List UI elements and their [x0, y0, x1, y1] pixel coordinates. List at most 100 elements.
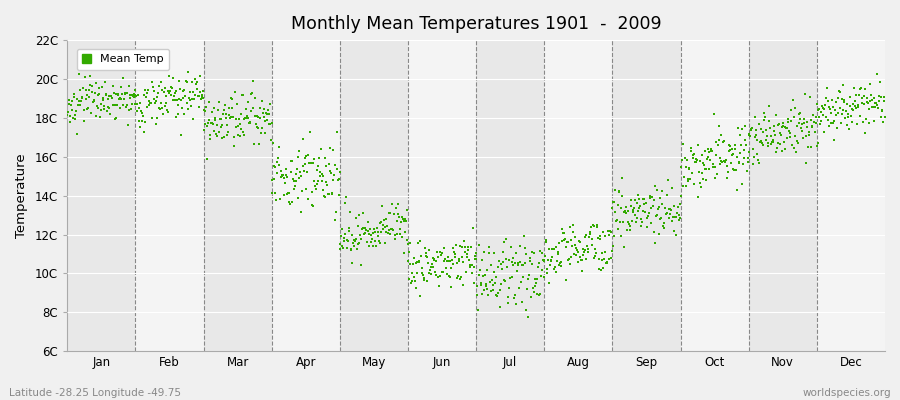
- Point: [208, 117, 222, 123]
- Point: [372, 238, 386, 244]
- Point: [733, 150, 747, 157]
- Point: [333, 246, 347, 252]
- Point: [570, 247, 584, 253]
- Point: [166, 93, 181, 99]
- Point: [855, 95, 869, 101]
- Point: [252, 141, 266, 147]
- Point: [202, 99, 216, 106]
- Point: [489, 291, 503, 298]
- Point: [498, 278, 512, 284]
- Point: [719, 163, 733, 169]
- Point: [305, 202, 320, 209]
- Point: [520, 286, 535, 292]
- Point: [302, 160, 316, 166]
- Point: [644, 195, 658, 201]
- Point: [823, 123, 837, 129]
- Point: [220, 122, 234, 128]
- Point: [547, 246, 562, 252]
- Point: [458, 249, 473, 255]
- Point: [642, 210, 656, 216]
- Point: [581, 234, 596, 240]
- Point: [874, 114, 888, 120]
- Point: [208, 115, 222, 122]
- Point: [755, 140, 770, 146]
- Point: [670, 210, 685, 216]
- Point: [388, 231, 402, 238]
- Point: [94, 101, 108, 107]
- Point: [420, 278, 435, 284]
- Point: [409, 260, 423, 266]
- Point: [746, 160, 760, 167]
- Point: [824, 120, 838, 126]
- Point: [788, 104, 803, 111]
- Point: [573, 239, 588, 246]
- Point: [266, 162, 281, 169]
- Point: [104, 67, 118, 74]
- Point: [485, 281, 500, 288]
- Point: [504, 274, 518, 280]
- Point: [603, 229, 617, 236]
- Point: [262, 110, 276, 117]
- Point: [608, 209, 623, 215]
- Point: [591, 256, 606, 263]
- Point: [650, 187, 664, 193]
- Point: [734, 142, 749, 148]
- Point: [371, 228, 385, 235]
- Point: [456, 259, 471, 265]
- Point: [570, 252, 584, 258]
- Point: [835, 82, 850, 88]
- Point: [538, 239, 553, 245]
- Point: [346, 240, 360, 246]
- Point: [839, 107, 853, 114]
- Point: [540, 270, 554, 276]
- Point: [680, 157, 694, 164]
- Point: [250, 123, 265, 130]
- Point: [712, 123, 726, 129]
- Point: [226, 114, 240, 120]
- Point: [690, 194, 705, 200]
- Point: [600, 259, 615, 265]
- Point: [806, 123, 820, 130]
- Point: [158, 102, 172, 109]
- Point: [326, 177, 340, 183]
- Point: [493, 287, 508, 293]
- Point: [861, 100, 876, 106]
- Point: [717, 158, 732, 164]
- Point: [487, 250, 501, 256]
- Point: [391, 211, 405, 217]
- Point: [774, 123, 788, 130]
- Point: [760, 140, 775, 146]
- Point: [230, 100, 244, 107]
- Point: [499, 236, 513, 242]
- Point: [382, 227, 396, 233]
- Point: [871, 97, 886, 104]
- Point: [850, 102, 865, 108]
- Point: [422, 270, 436, 276]
- Point: [194, 93, 209, 100]
- Point: [457, 238, 472, 244]
- Point: [280, 174, 294, 180]
- Point: [523, 258, 537, 264]
- Point: [577, 248, 591, 255]
- Point: [826, 104, 841, 110]
- Point: [736, 155, 751, 162]
- Point: [274, 173, 288, 180]
- Point: [700, 156, 715, 162]
- Point: [196, 95, 211, 101]
- Point: [824, 110, 839, 116]
- Point: [554, 259, 569, 265]
- Point: [227, 142, 241, 149]
- Point: [758, 114, 772, 121]
- Point: [136, 113, 150, 120]
- Point: [157, 88, 171, 95]
- Point: [852, 91, 867, 98]
- Point: [637, 196, 652, 202]
- Point: [840, 101, 854, 107]
- Point: [635, 196, 650, 202]
- Point: [672, 217, 687, 224]
- Point: [785, 142, 799, 148]
- Point: [139, 94, 153, 100]
- Point: [778, 124, 793, 131]
- Point: [289, 178, 303, 184]
- Point: [302, 160, 317, 166]
